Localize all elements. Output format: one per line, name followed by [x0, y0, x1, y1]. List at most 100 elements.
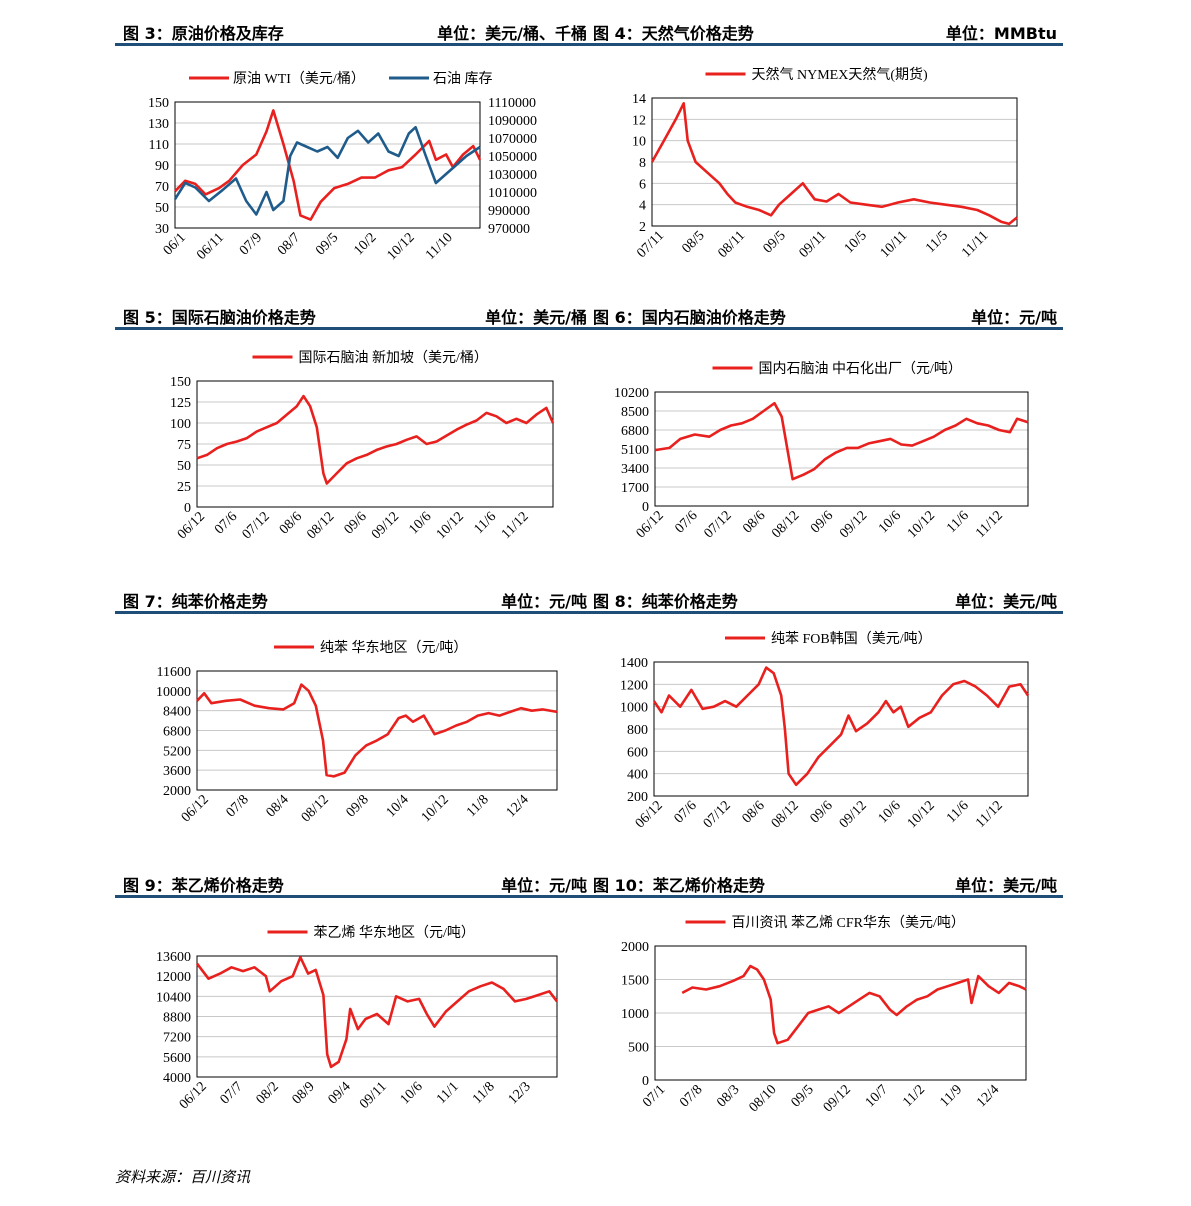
header-rule: [585, 895, 1063, 898]
x-tick-label: 07/12: [701, 508, 734, 541]
y-tick-label: 75: [177, 438, 191, 453]
x-tick-label: 09/5: [761, 228, 789, 256]
y-tick-label: 10000: [156, 685, 191, 700]
panel-header: 图 8：纯苯价格走势 单位：美元/吨: [585, 582, 1063, 614]
panel-title: 图 6：国内石脑油价格走势: [593, 308, 786, 327]
x-tick-label: 11/11: [959, 228, 991, 260]
x-tick-label: 07/6: [672, 798, 700, 826]
y-tick-label: 1700: [621, 481, 649, 496]
y-tick-label: 6: [639, 177, 646, 192]
plot-frame: [196, 955, 558, 1078]
x-tick-label: 10/6: [876, 798, 904, 826]
x-tick-label: 07/8: [677, 1082, 705, 1110]
x-tick-label: 12/4: [504, 792, 532, 820]
x-tick-label: 11/5: [923, 228, 951, 256]
y-tick-label: 10400: [156, 990, 191, 1005]
header-rule: [585, 611, 1063, 614]
y-tick-label: 6800: [163, 725, 191, 740]
plot-frame: [196, 380, 554, 508]
y-tick-label: 130: [148, 117, 169, 132]
x-tick-label: 09/8: [344, 792, 372, 820]
y-tick-label: 100: [170, 417, 191, 432]
series-line-0: [654, 401, 1029, 481]
x-tick-label: 11/10: [423, 230, 456, 263]
plot-frame: [654, 945, 1027, 1081]
x-tick-label: 10/12: [905, 798, 938, 831]
x-tick-label: 08/12: [299, 792, 332, 825]
y-tick-label: 2000: [621, 940, 649, 955]
panel-unit: 单位：元/吨: [501, 592, 587, 611]
x-tick-label: 10/4: [384, 792, 412, 820]
y-tick-label: 70: [155, 180, 169, 195]
x-tick-label: 11/12: [499, 509, 532, 542]
y2-tick-label: 1090000: [488, 114, 537, 129]
legend-label: 石油 库存: [433, 71, 493, 87]
y-tick-label: 125: [170, 396, 191, 411]
x-tick-label: 06/11: [194, 230, 227, 263]
panel-title: 图 10：苯乙烯价格走势: [593, 876, 765, 895]
y-tick-label: 3400: [621, 462, 649, 477]
y-tick-label: 150: [170, 375, 191, 390]
header-rule: [115, 895, 593, 898]
y-tick-label: 8500: [621, 405, 649, 420]
x-tick-label: 09/12: [837, 798, 870, 831]
panel-title: 图 7：纯苯价格走势: [123, 592, 268, 611]
panel-unit: 单位：美元/吨: [955, 876, 1057, 895]
header-rule: [115, 327, 593, 330]
y-tick-label: 7200: [163, 1031, 191, 1046]
x-tick-label: 07/7: [218, 1079, 246, 1107]
y-tick-label: 0: [184, 501, 191, 516]
panel-unit: 单位：美元/桶: [485, 308, 587, 327]
y2-tick-label: 1010000: [488, 186, 537, 201]
x-tick-label: 08/4: [264, 792, 292, 820]
y-tick-label: 8800: [163, 1011, 191, 1026]
x-tick-label: 09/11: [797, 228, 830, 261]
y-tick-label: 5600: [163, 1051, 191, 1066]
x-tick-label: 10/12: [419, 792, 452, 825]
legend-label: 国内石脑油 中石化出厂（元/吨）: [759, 361, 962, 377]
y-tick-label: 1400: [620, 656, 648, 671]
x-tick-label: 10/12: [384, 230, 417, 263]
panel-unit: 单位：元/吨: [971, 308, 1057, 327]
y-tick-label: 30: [155, 222, 169, 237]
y2-tick-label: 1110000: [488, 96, 536, 111]
x-tick-label: 08/12: [304, 509, 337, 542]
series-line-1: [173, 125, 481, 216]
x-tick-label: 08/6: [740, 798, 768, 826]
y-tick-label: 800: [627, 723, 648, 738]
x-tick-label: 08/5: [679, 228, 707, 256]
x-tick-label: 11/8: [464, 792, 492, 820]
panel-fig6: 图 6：国内石脑油价格走势 单位：元/吨 0 1700 3400 5100 6800 85…: [585, 298, 1063, 568]
y-tick-label: 1500: [621, 974, 649, 989]
x-tick-label: 07/6: [672, 508, 700, 536]
y-tick-label: 5100: [621, 443, 649, 458]
x-tick-label: 10/12: [905, 508, 938, 541]
x-tick-label: 09/12: [369, 509, 402, 542]
y-tick-label: 4: [639, 199, 646, 214]
series-line-0: [681, 964, 1027, 1045]
series-line-0: [195, 955, 559, 1069]
panel-unit: 单位：美元/吨: [955, 592, 1057, 611]
series-line-0: [652, 666, 1030, 787]
y-tick-label: 90: [155, 159, 169, 174]
y-tick-label: 0: [642, 500, 649, 515]
x-tick-label: 11/1: [434, 1079, 462, 1107]
x-tick-label: 09/5: [313, 230, 341, 258]
x-tick-label: 11/6: [471, 509, 499, 537]
x-tick-label: 08/3: [714, 1082, 742, 1110]
x-tick-label: 10/5: [842, 228, 870, 256]
source-note: 资料来源：百川资讯: [115, 1168, 251, 1186]
x-tick-label: 09/12: [821, 1082, 854, 1115]
y-tick-label: 3600: [163, 764, 191, 779]
legend-label: 国际石脑油 新加坡（美元/桶）: [299, 350, 488, 366]
y-tick-label: 2: [639, 220, 646, 235]
y-tick-label: 14: [632, 92, 646, 107]
x-tick-label: 07/9: [237, 230, 265, 258]
x-tick-label: 11/6: [944, 798, 972, 826]
legend-label: 纯苯 华东地区（元/吨）: [320, 639, 467, 656]
x-tick-label: 09/6: [808, 508, 836, 536]
panel-title: 图 3：原油价格及库存: [123, 24, 284, 43]
